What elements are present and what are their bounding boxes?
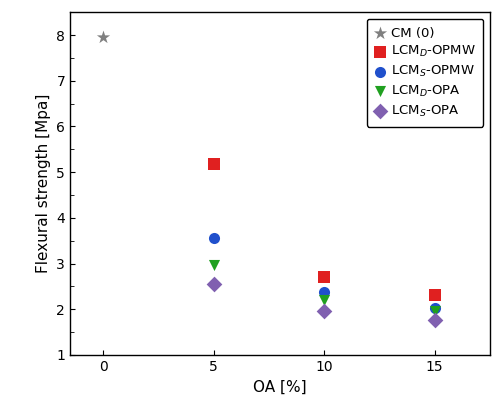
LCM$_S$-OPA bbox=[210, 281, 218, 287]
LCM$_S$-OPA bbox=[320, 307, 328, 314]
X-axis label: OA [%]: OA [%] bbox=[253, 379, 307, 395]
LCM$_S$-OPMW bbox=[320, 288, 328, 295]
LCM$_D$-OPMW bbox=[210, 161, 218, 167]
LCM$_D$-OPA bbox=[210, 262, 218, 268]
LCM$_S$-OPMW bbox=[430, 305, 438, 312]
LCM$_D$-OPA bbox=[430, 308, 438, 314]
LCM$_D$-OPMW bbox=[430, 291, 438, 298]
CM (0) bbox=[99, 34, 107, 41]
LCM$_S$-OPA bbox=[430, 317, 438, 323]
LCM$_D$-OPMW bbox=[320, 274, 328, 281]
LCM$_D$-OPA bbox=[320, 297, 328, 304]
Y-axis label: Flexural strength [Mpa]: Flexural strength [Mpa] bbox=[36, 94, 51, 273]
LCM$_S$-OPMW bbox=[210, 234, 218, 241]
Legend: CM (0), LCM$_D$-OPMW, LCM$_S$-OPMW, LCM$_D$-OPA, LCM$_S$-OPA: CM (0), LCM$_D$-OPMW, LCM$_S$-OPMW, LCM$… bbox=[367, 19, 484, 126]
